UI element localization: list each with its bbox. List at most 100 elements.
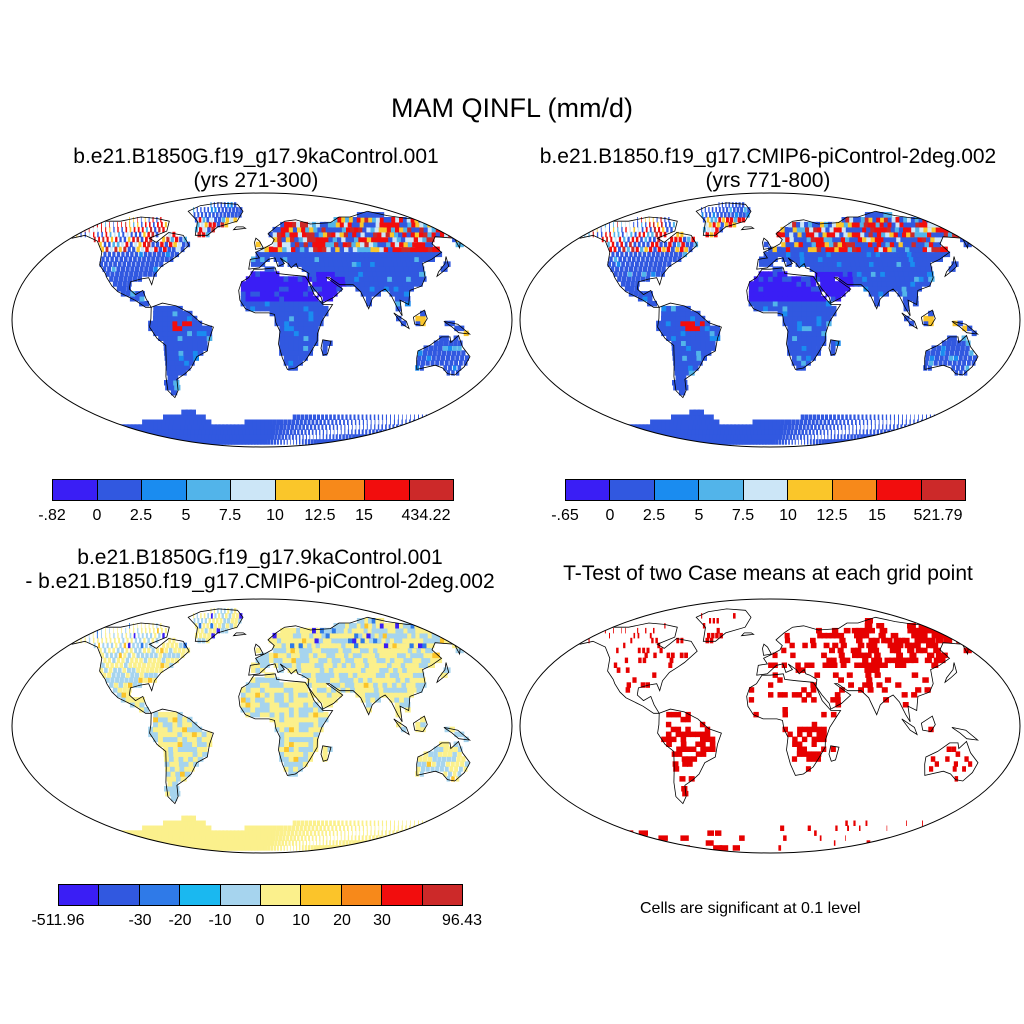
map-cell <box>167 731 174 738</box>
map-cell <box>137 256 142 262</box>
map-cell <box>621 231 624 238</box>
map-cell <box>805 226 811 233</box>
map-cell <box>270 439 274 445</box>
map-cell <box>840 236 847 243</box>
map-cell <box>303 736 309 743</box>
map-cell <box>600 424 612 430</box>
map-cell <box>645 221 647 228</box>
map-cell <box>264 657 270 664</box>
map-cell <box>709 335 716 341</box>
map-cell <box>737 217 741 223</box>
map-cell <box>117 667 122 673</box>
map-cell <box>829 276 835 282</box>
map-cell <box>765 439 770 445</box>
map-cell <box>345 687 352 693</box>
map-cell <box>350 226 357 233</box>
map-cell <box>850 241 857 248</box>
map-cell <box>407 657 415 664</box>
map-cell <box>280 845 282 851</box>
map-cell <box>150 226 153 233</box>
map-cell <box>287 261 294 267</box>
map-cell <box>197 746 203 752</box>
map-cell <box>758 271 764 277</box>
map-cell <box>153 672 158 678</box>
coastline <box>695 202 752 236</box>
map-cell <box>388 830 391 836</box>
map-cell <box>202 751 208 757</box>
map-cell <box>313 305 319 312</box>
map-cell <box>221 217 226 223</box>
map-cell <box>882 226 890 233</box>
map-cell <box>103 251 107 258</box>
map-cell <box>821 315 827 322</box>
map-cell <box>225 207 228 213</box>
map-cell <box>102 672 107 678</box>
map-cell <box>373 682 380 688</box>
map-cell <box>440 266 448 272</box>
map-cell <box>918 276 926 282</box>
map-cell <box>664 217 666 223</box>
map-cell <box>374 246 382 253</box>
map-cell <box>768 261 774 267</box>
map-cell <box>255 707 261 713</box>
map-cell <box>306 271 313 277</box>
map-cell <box>289 731 295 738</box>
map-cell <box>400 726 407 733</box>
map-cell <box>922 434 930 440</box>
map-cell <box>396 835 401 841</box>
map-cell <box>649 221 651 228</box>
map-cell <box>611 434 626 440</box>
map-cell <box>229 424 236 430</box>
map-cell <box>897 429 901 435</box>
map-cell <box>795 261 802 267</box>
map-cell <box>680 231 684 238</box>
map-cell <box>394 697 401 703</box>
map-cell <box>321 276 327 282</box>
map-cell <box>823 261 829 267</box>
map-cell <box>690 320 696 327</box>
map-cell <box>363 221 371 228</box>
map-cell <box>328 256 334 262</box>
map-cell <box>859 429 861 435</box>
map-cell <box>358 429 360 435</box>
map-cell <box>927 246 935 253</box>
map-cell <box>158 246 163 253</box>
map-cell <box>169 825 178 831</box>
map-cell <box>690 330 696 337</box>
map-cell <box>289 335 295 341</box>
map-cell <box>368 241 376 248</box>
map-cell <box>818 439 822 445</box>
map-cell <box>447 221 457 228</box>
map-cell <box>69 830 82 836</box>
map-cell <box>276 226 282 233</box>
map-cell <box>681 350 688 356</box>
map-cell <box>793 231 799 238</box>
map-cell <box>364 662 371 668</box>
map-cell <box>121 692 127 698</box>
map-cell <box>119 256 124 262</box>
map-cell <box>189 825 197 831</box>
map-cell <box>308 652 315 659</box>
map-cell <box>890 226 899 233</box>
map-cell <box>322 756 328 762</box>
map-cell <box>659 256 664 262</box>
map-cell <box>152 251 157 258</box>
map-cell <box>379 261 386 267</box>
map-cell <box>137 217 138 223</box>
map-cell <box>605 439 626 445</box>
map-cell <box>227 202 230 208</box>
map-cell <box>158 310 164 317</box>
map-cell <box>317 692 323 698</box>
map-cell <box>661 305 667 312</box>
map-cell <box>681 241 685 248</box>
map-cell <box>351 667 358 673</box>
map-cell <box>222 434 229 440</box>
map-cell <box>590 419 602 425</box>
map-cell <box>310 439 314 445</box>
map-cell <box>879 236 886 243</box>
map-cell <box>307 291 314 297</box>
map-cell <box>278 276 285 282</box>
map-cell <box>103 845 124 851</box>
map-cell <box>136 261 141 267</box>
map-cell <box>375 835 379 841</box>
